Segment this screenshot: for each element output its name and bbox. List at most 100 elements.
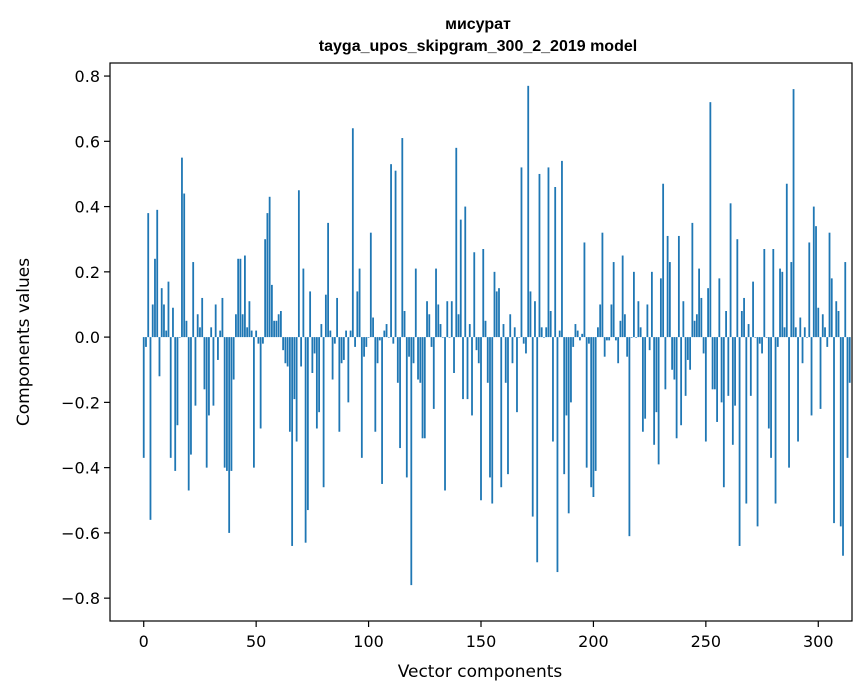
bar [394, 170, 397, 338]
bar [713, 337, 716, 390]
bars-group [142, 85, 851, 586]
bar [718, 278, 721, 338]
bar [536, 337, 539, 563]
bar [331, 337, 334, 380]
bar [174, 337, 177, 471]
bar [399, 337, 401, 449]
bar [828, 232, 831, 338]
bar [657, 337, 660, 465]
bar [597, 327, 599, 338]
bar [644, 337, 647, 419]
bar [345, 330, 347, 338]
bar [250, 330, 253, 338]
bar [313, 337, 316, 354]
bar [410, 337, 413, 586]
bar [610, 304, 613, 338]
bar [365, 337, 368, 347]
bar [471, 337, 473, 416]
bar [473, 252, 476, 338]
bar [797, 337, 799, 442]
bar [794, 327, 797, 338]
bar [601, 232, 604, 338]
bar [354, 337, 356, 347]
bar [792, 89, 795, 338]
bar [522, 337, 525, 344]
bar [468, 324, 471, 338]
bar [239, 258, 242, 338]
bar [498, 288, 500, 338]
bar [432, 337, 435, 409]
bar [190, 337, 192, 455]
bar [682, 301, 685, 338]
bar [489, 337, 491, 478]
x-axis-ticks: 0 50 100 150 200 250 300 [139, 621, 834, 651]
bar [599, 304, 602, 338]
bar [615, 337, 617, 341]
bar [176, 337, 179, 426]
bar [689, 337, 692, 370]
bar [740, 311, 743, 338]
bar [205, 337, 208, 468]
y-tick-label: 0.6 [75, 132, 100, 151]
bar [291, 337, 294, 546]
bar [381, 337, 383, 484]
bar [844, 262, 847, 338]
bar [738, 337, 741, 546]
bar [700, 297, 703, 338]
bar [556, 337, 559, 573]
bar [351, 128, 354, 338]
bar [774, 337, 777, 504]
bar [419, 337, 422, 383]
bar [538, 173, 541, 338]
bar [788, 337, 790, 468]
bar [401, 138, 404, 338]
y-tick-label: 0.4 [75, 198, 100, 217]
bar [552, 337, 554, 442]
bar [612, 262, 615, 338]
bar [680, 337, 683, 426]
bar [300, 337, 303, 367]
bar [839, 337, 842, 527]
bar [163, 304, 165, 338]
bar [201, 297, 204, 338]
x-tick-label: 0 [139, 632, 149, 651]
bar [758, 337, 761, 344]
bar [158, 337, 161, 377]
bar [846, 337, 849, 458]
x-axis-label: Vector components [398, 662, 563, 682]
x-tick-label: 50 [246, 632, 266, 651]
bar [311, 337, 314, 373]
bar [336, 297, 338, 338]
bar [817, 307, 820, 338]
bar [302, 268, 305, 338]
bar [435, 268, 437, 338]
bar [156, 209, 159, 338]
bar [149, 337, 152, 520]
bar [262, 337, 264, 344]
y-tick-label: 0.8 [75, 67, 100, 86]
bar [570, 337, 572, 403]
bar [455, 147, 458, 338]
bar [160, 288, 163, 338]
bar [392, 337, 395, 344]
bar [288, 337, 291, 432]
bar [147, 213, 150, 338]
bar [217, 337, 219, 360]
bar [342, 337, 345, 360]
bar [453, 337, 455, 373]
bar [579, 337, 581, 341]
bar [549, 311, 552, 338]
bar [534, 301, 536, 338]
bar [624, 314, 626, 338]
bar [417, 337, 419, 380]
bar [585, 337, 588, 468]
bar [356, 291, 359, 338]
bar [167, 281, 170, 338]
bar [495, 291, 498, 338]
bar [230, 337, 233, 471]
bar [151, 304, 154, 338]
y-tick-label: 0.0 [75, 328, 100, 347]
bar [275, 320, 278, 338]
bar [459, 219, 462, 338]
bar [783, 327, 786, 338]
